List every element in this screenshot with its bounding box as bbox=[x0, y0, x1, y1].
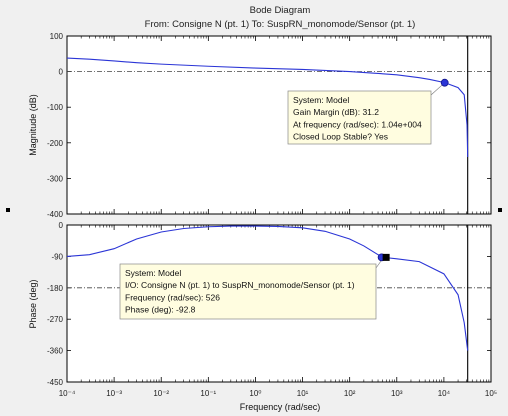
phase-datatip-line: I/O: Consigne N (pt. 1) to SuspRN_monomo… bbox=[125, 280, 355, 290]
magnitude-datatip-line: System: Model bbox=[293, 95, 349, 105]
magnitude-ytick-label: -100 bbox=[47, 103, 64, 112]
magnitude-datatip-line: At frequency (rad/sec): 1.04e+004 bbox=[293, 119, 422, 129]
phase-datatip-line: System: Model bbox=[125, 268, 181, 278]
x-tick-label: 10⁰ bbox=[249, 389, 261, 398]
x-tick-label: 10² bbox=[344, 389, 356, 398]
magnitude-ytick-label: -200 bbox=[47, 139, 64, 148]
x-tick-label: 10⁻³ bbox=[106, 389, 122, 398]
x-tick-label: 10⁴ bbox=[438, 389, 451, 398]
phase-ytick-label: -450 bbox=[47, 378, 64, 387]
magnitude-ytick-label: -400 bbox=[47, 210, 64, 219]
phase-series-line bbox=[66, 225, 469, 351]
phase-datatip-line: Phase (deg): -92.8 bbox=[125, 305, 196, 315]
resize-handle-left[interactable] bbox=[6, 208, 10, 212]
x-tick-label: 10⁻⁴ bbox=[59, 389, 76, 398]
x-tick-label: 10⁵ bbox=[485, 389, 497, 398]
phase-y-axis-label: Phase (deg) bbox=[28, 279, 38, 328]
phase-datatip-marker-square[interactable] bbox=[382, 253, 390, 261]
magnitude-ytick-label: 100 bbox=[50, 32, 64, 41]
x-tick-label: 10¹ bbox=[297, 389, 309, 398]
magnitude-series-line bbox=[66, 57, 469, 158]
resize-handle-right[interactable] bbox=[498, 208, 502, 212]
chart-title: Bode Diagram bbox=[250, 5, 311, 16]
chart-subtitle: From: Consigne N (pt. 1) To: SuspRN_mono… bbox=[145, 19, 416, 30]
x-tick-label: 10³ bbox=[391, 389, 403, 398]
magnitude-datatip-box[interactable] bbox=[287, 90, 432, 145]
magnitude-ytick-label: 0 bbox=[59, 68, 64, 77]
phase-ytick-label: -90 bbox=[51, 252, 63, 261]
phase-ytick-label: -180 bbox=[47, 284, 64, 293]
magnitude-ytick-label: -300 bbox=[47, 174, 64, 183]
x-tick-label: 10⁻¹ bbox=[200, 389, 216, 398]
phase-ytick-label: -360 bbox=[47, 347, 64, 356]
phase-datatip-box[interactable] bbox=[119, 263, 377, 320]
x-tick-label: 10⁻² bbox=[153, 389, 169, 398]
magnitude-datatip-line: Closed Loop Stable? Yes bbox=[293, 132, 388, 142]
x-axis-label: Frequency (rad/sec) bbox=[240, 402, 321, 412]
phase-datatip-line: Frequency (rad/sec): 526 bbox=[125, 292, 220, 302]
magnitude-datatip-line: Gain Margin (dB): 31.2 bbox=[293, 107, 379, 117]
magnitude-datatip-marker[interactable] bbox=[440, 78, 449, 87]
phase-ytick-label: 0 bbox=[59, 221, 64, 230]
phase-ytick-label: -270 bbox=[47, 315, 64, 324]
magnitude-y-axis-label: Magnitude (dB) bbox=[28, 94, 38, 156]
chart-dynamic-layer: -400 -300 -200 -100 0 100 System: Model Gain Ma… bbox=[47, 32, 497, 398]
